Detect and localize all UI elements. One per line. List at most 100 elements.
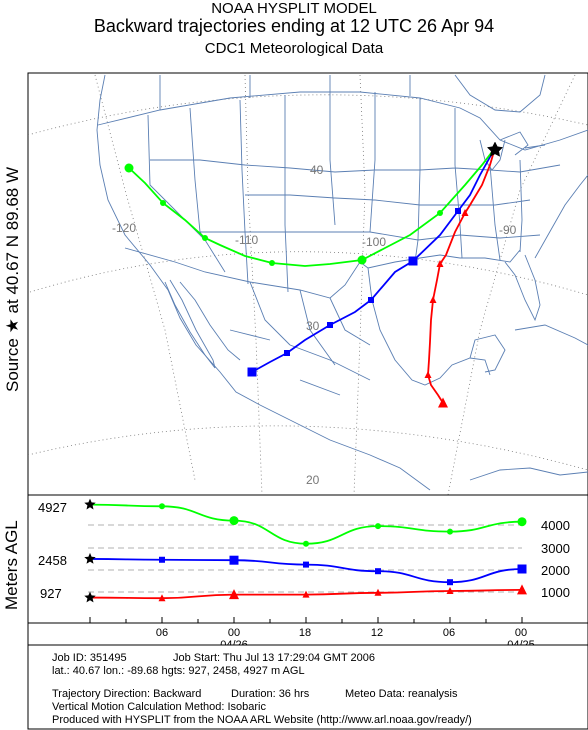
lon-label: -90 (499, 223, 517, 237)
trajectory-point-marker (124, 163, 134, 173)
trajectory-point-marker (368, 297, 374, 303)
start-star-icon (84, 591, 96, 603)
trajectory-point-marker (202, 235, 208, 241)
caribbean-coast (469, 467, 588, 481)
trajectory-point-marker (303, 540, 309, 547)
trajectory-line-927m (427, 147, 496, 404)
central-america (289, 419, 431, 491)
political-boundaries (96, 74, 588, 491)
trajectory-point-marker (437, 210, 443, 216)
trajectory-point-marker (424, 371, 432, 378)
start-star-icon (84, 498, 96, 510)
trajectory-point-marker (436, 260, 444, 267)
height-axis-label: Meters AGL (2, 520, 21, 610)
cuba (514, 324, 588, 346)
trajectory-point-marker (446, 587, 454, 594)
right-tick-label: 4000 (541, 518, 570, 533)
time-tick-label: 00 (228, 627, 240, 639)
map-frame (27, 72, 588, 496)
baja-california (164, 279, 216, 369)
florida (504, 254, 541, 322)
height-panel: 4927 2458 927 4000 3000 2000 1000 06 00 … (27, 494, 588, 651)
right-tick-label: 1000 (541, 585, 570, 600)
location-info: lat.: 40.67 lon.: -89.68 hgts: 927, 2458… (52, 665, 305, 677)
trajectory-point-marker (229, 516, 239, 526)
trajectory-point-marker (229, 589, 239, 600)
trajectory-point-marker (302, 590, 310, 598)
trajectory-direction: Trajectory Direction: Backward (52, 688, 202, 700)
trajectory-point-marker (303, 561, 309, 568)
trajectory-point-marker (517, 564, 527, 574)
trajectory-point-marker (357, 255, 367, 265)
time-ticks (89, 617, 523, 623)
lat-label: 30 (306, 319, 320, 333)
job-start: Job Start: Thu Jul 13 17:29:04 GMT 2006 (173, 652, 375, 664)
time-tick-label: 18 (299, 627, 311, 639)
time-tick-label: 12 (371, 627, 383, 639)
mexico-gulf-coast (367, 267, 491, 386)
gulf-of-california (179, 281, 241, 361)
us-canada-border (97, 91, 588, 151)
pacific-coast (96, 74, 291, 421)
trajectory-point-marker (455, 208, 461, 214)
trajectory-point-marker (375, 568, 381, 575)
time-tick-label: 06 (156, 627, 168, 639)
start-stars (84, 498, 96, 603)
trajectory-point-marker (447, 528, 453, 535)
lon-label: -120 (112, 221, 136, 235)
mexico-states (229, 281, 371, 396)
trajectory-point-marker (160, 200, 166, 206)
produced-with-info: Produced with HYSPLIT from the NOAA ARL … (52, 714, 472, 726)
right-tick-label: 2000 (541, 563, 570, 578)
hudson-bay-coast (454, 74, 546, 113)
trajectory-point-marker (375, 523, 381, 530)
trajectory-point-marker (517, 517, 527, 527)
start-height-label: 927 (40, 586, 62, 601)
trajectory-point-marker (158, 594, 166, 602)
trajectory-layer (124, 147, 496, 408)
met-data-title: CDC1 Meteorological Data (204, 40, 384, 57)
meridian-line (94, 74, 196, 481)
state-lines (147, 92, 561, 293)
us-gulf-coast (367, 249, 521, 269)
job-id: Job ID: 351495 (52, 652, 127, 664)
duration-info: Duration: 36 hrs (231, 688, 310, 700)
trajectory-point-marker (159, 556, 165, 563)
time-tick-label: 00 (515, 627, 527, 639)
time-tick-label: 06 (443, 627, 455, 639)
trajectory-point-marker (461, 209, 469, 216)
lon-label: -110 (235, 233, 258, 247)
trajectory-point-marker (517, 584, 527, 595)
lat-label: 20 (306, 473, 320, 487)
trajectory-point-marker (438, 397, 448, 408)
height-trajectories (89, 503, 527, 602)
trajectory-point-marker (229, 555, 239, 565)
canada-provinces (159, 75, 411, 110)
meteo-data-info: Meteo Data: reanalysis (345, 688, 458, 700)
lat-label: 40 (310, 163, 324, 177)
trajectory-point-marker (247, 367, 257, 377)
start-star-icon (84, 552, 96, 564)
right-tick-label: 3000 (541, 541, 570, 556)
info-frame (27, 644, 588, 730)
trajectory-point-marker (408, 256, 418, 266)
source-location-label: Source ★ at 40.67 N 89.68 W (3, 166, 22, 392)
lon-label: -100 (362, 235, 386, 249)
parallel-line (28, 425, 588, 471)
trajectory-title: Backward trajectories ending at 12 UTC 2… (93, 16, 495, 36)
parallel-line (29, 251, 588, 296)
model-title: NOAA HYSPLIT MODEL (211, 0, 377, 17)
trajectory-point-marker (447, 579, 453, 586)
trajectory-point-marker (284, 350, 290, 356)
map-panel: -120 -110 -100 -90 40 30 20 (27, 72, 588, 496)
trajectory-point-marker (269, 260, 275, 266)
trajectory-point-marker (159, 503, 165, 510)
source-star-icon (486, 141, 504, 157)
start-height-label: 2458 (38, 553, 67, 568)
yucatan (469, 334, 506, 373)
trajectory-point-marker (327, 322, 333, 328)
parallel-line (28, 94, 588, 136)
trajectory-point-marker (429, 296, 437, 303)
trajectory-line-4927m (128, 147, 496, 267)
